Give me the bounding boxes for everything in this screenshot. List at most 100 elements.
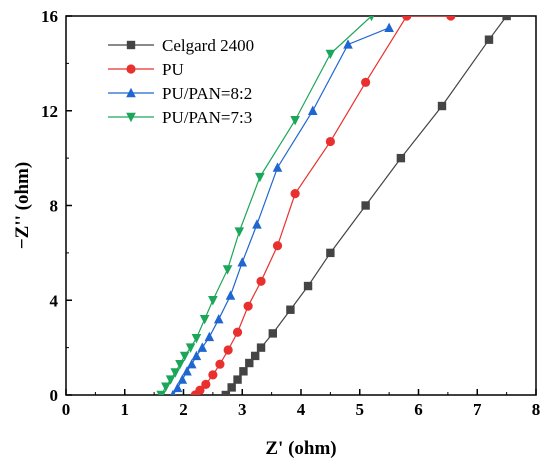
data-point — [446, 16, 456, 21]
x-tick-label: 4 — [297, 400, 306, 419]
y-axis-title: −Z'' (ohm) — [12, 162, 33, 249]
data-point — [237, 257, 248, 267]
x-tick-label: 3 — [238, 400, 247, 419]
legend: Celgard 2400 PU PU/PAN=8:2 PU/PAN=7:3 — [108, 36, 254, 127]
data-point — [307, 105, 318, 115]
data-point — [223, 345, 233, 355]
x-tick-label: 6 — [414, 400, 423, 419]
legend-marker — [126, 40, 136, 50]
data-point — [161, 382, 171, 392]
data-point — [384, 22, 394, 33]
x-tick-label: 5 — [356, 400, 365, 419]
y-tick-label: 12 — [41, 102, 58, 121]
series-3 — [156, 16, 375, 395]
data-point — [191, 333, 202, 344]
data-point — [484, 35, 494, 44]
y-tick-label: 16 — [41, 7, 58, 26]
y-axis: 0 4 8 12 16 — [41, 7, 72, 405]
data-point — [232, 327, 243, 337]
data-point — [208, 296, 218, 306]
data-point — [227, 383, 236, 392]
data-point — [361, 77, 371, 87]
data-point — [502, 16, 511, 21]
data-point — [213, 314, 224, 324]
data-point — [197, 342, 208, 352]
data-point — [402, 16, 412, 21]
data-point — [325, 49, 336, 60]
legend-marker — [126, 64, 136, 74]
data-point — [204, 331, 215, 342]
data-point — [165, 375, 176, 385]
data-point — [170, 389, 176, 395]
data-point — [215, 359, 225, 369]
data-point — [256, 276, 266, 286]
legend-item: PU — [108, 60, 184, 79]
x-axis: 0 1 2 3 4 5 6 7 8 — [62, 389, 541, 419]
data-point — [303, 281, 313, 291]
x-tick-label: 0 — [62, 400, 71, 419]
data-point — [233, 375, 242, 384]
data-point — [326, 248, 335, 258]
series-2 — [170, 22, 394, 395]
legend-label: PU/PAN=8:2 — [162, 84, 252, 103]
data-point — [290, 116, 300, 126]
data-point — [225, 290, 236, 300]
data-point — [172, 382, 183, 393]
data-point — [286, 305, 295, 314]
data-point — [185, 343, 196, 353]
legend-marker — [126, 87, 136, 98]
x-tick-label: 1 — [121, 400, 130, 419]
series-0 — [221, 16, 511, 395]
y-tick-label: 4 — [50, 291, 59, 310]
data-point — [221, 390, 230, 395]
data-point — [170, 368, 181, 378]
legend-label: PU — [162, 60, 184, 79]
series-1 — [190, 16, 456, 395]
data-point — [186, 359, 197, 369]
data-point — [250, 351, 260, 361]
series-layer — [156, 16, 511, 395]
data-point — [234, 227, 245, 237]
data-point — [396, 153, 406, 163]
data-point — [243, 301, 253, 311]
data-point — [343, 39, 353, 49]
data-point — [199, 315, 210, 325]
legend-item: PU/PAN=8:2 — [108, 84, 252, 103]
data-point — [437, 101, 447, 111]
data-point — [325, 136, 335, 147]
data-point — [179, 351, 190, 362]
data-point — [245, 358, 254, 368]
series-line — [160, 16, 372, 395]
y-tick-label: 8 — [50, 197, 59, 216]
data-point — [255, 172, 265, 183]
data-point — [290, 189, 300, 199]
data-point — [156, 390, 166, 395]
data-point — [361, 201, 370, 210]
legend-marker — [126, 112, 136, 123]
x-axis-title: Z' (ohm) — [265, 438, 336, 459]
data-point — [177, 374, 188, 384]
data-point — [272, 241, 283, 251]
x-tick-label: 2 — [179, 400, 188, 419]
data-point — [175, 360, 185, 370]
legend-label: PU/PAN=7:3 — [162, 108, 252, 127]
data-point — [195, 385, 205, 395]
data-point — [222, 265, 233, 275]
legend-item: PU/PAN=7:3 — [108, 108, 252, 127]
data-point — [182, 366, 192, 376]
data-point — [268, 329, 277, 338]
x-tick-label: 8 — [532, 400, 541, 419]
data-point — [201, 379, 211, 389]
data-point — [208, 370, 218, 380]
y-tick-label: 0 — [50, 386, 59, 405]
x-tick-label: 7 — [473, 400, 482, 419]
data-point — [191, 350, 202, 361]
data-point — [368, 16, 375, 22]
data-point — [239, 367, 248, 376]
data-point — [256, 343, 266, 352]
data-point — [272, 162, 283, 172]
legend-item: Celgard 2400 — [108, 36, 254, 55]
series-line — [194, 16, 451, 395]
legend-label: Celgard 2400 — [162, 36, 254, 55]
